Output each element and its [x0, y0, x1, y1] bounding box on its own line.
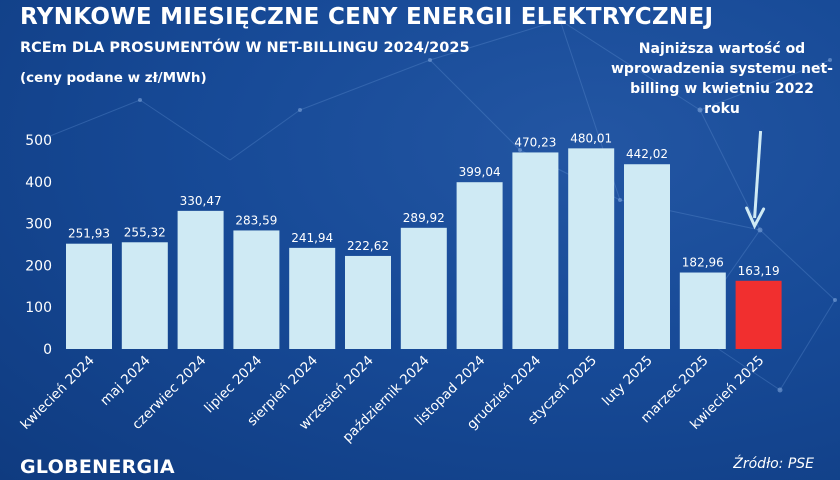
bar-value-label: 163,19 — [738, 264, 780, 278]
bar — [121, 242, 168, 349]
y-tick-label: 300 — [25, 217, 52, 233]
chart-title: RYNKOWE MIESIĘCZNE CENY ENERGII ELEKTRYC… — [20, 4, 714, 30]
units-note: (ceny podane w zł/MWh) — [20, 70, 207, 86]
y-tick-label: 400 — [25, 175, 52, 191]
globenergia-logo: GLOBENERGIA — [20, 456, 175, 478]
lowest-value-annotation: Najniższa wartość od wprowadzenia system… — [611, 41, 833, 117]
bar-value-label: 182,96 — [682, 256, 724, 270]
bar-value-label: 399,04 — [459, 165, 501, 179]
bar — [400, 227, 447, 349]
bar — [456, 182, 503, 349]
bar — [66, 243, 112, 349]
bar-value-label: 283,59 — [235, 213, 277, 227]
annotation-arrow — [745, 130, 766, 230]
source-note: Źródło: PSE — [733, 456, 814, 472]
bar-value-label: 289,92 — [403, 211, 445, 225]
bar — [177, 210, 224, 349]
bar-value-label: 241,94 — [291, 231, 333, 245]
bar — [679, 272, 726, 349]
y-tick-label: 100 — [25, 300, 52, 316]
bar-value-label: 442,02 — [626, 147, 668, 161]
x-tick-label: kwiecień 2024 — [17, 353, 97, 433]
bar-value-label: 480,01 — [570, 131, 612, 145]
bar — [289, 247, 336, 349]
y-axis: 0 100 200 300 400 500 — [25, 133, 52, 358]
bar-value-label: 222,62 — [347, 239, 389, 253]
arrow-shaft — [753, 130, 763, 219]
bar-value-label: 255,32 — [124, 225, 166, 239]
bar — [345, 255, 391, 349]
bars-group: 251,93 255,32 330,47 283,59 241,94 222,62 289,… — [66, 131, 782, 349]
y-tick-label: 200 — [25, 258, 52, 274]
bar-value-label: 470,23 — [514, 135, 556, 149]
bar — [512, 152, 559, 349]
bar-value-label: 251,93 — [68, 227, 110, 241]
y-tick-label: 500 — [25, 133, 52, 149]
bar-value-label: 330,47 — [180, 194, 222, 208]
bar — [568, 148, 615, 349]
chart-subtitle: RCEm DLA PROSUMENTÓW W NET-BILLINGU 2024… — [20, 40, 470, 56]
bar — [233, 230, 280, 349]
bar — [624, 164, 670, 349]
arrow-head — [745, 206, 766, 230]
x-tick-label: luty 2025 — [599, 353, 656, 410]
x-tick-label: maj 2024 — [97, 353, 153, 409]
bar — [735, 280, 782, 349]
y-tick-label: 0 — [43, 342, 52, 358]
